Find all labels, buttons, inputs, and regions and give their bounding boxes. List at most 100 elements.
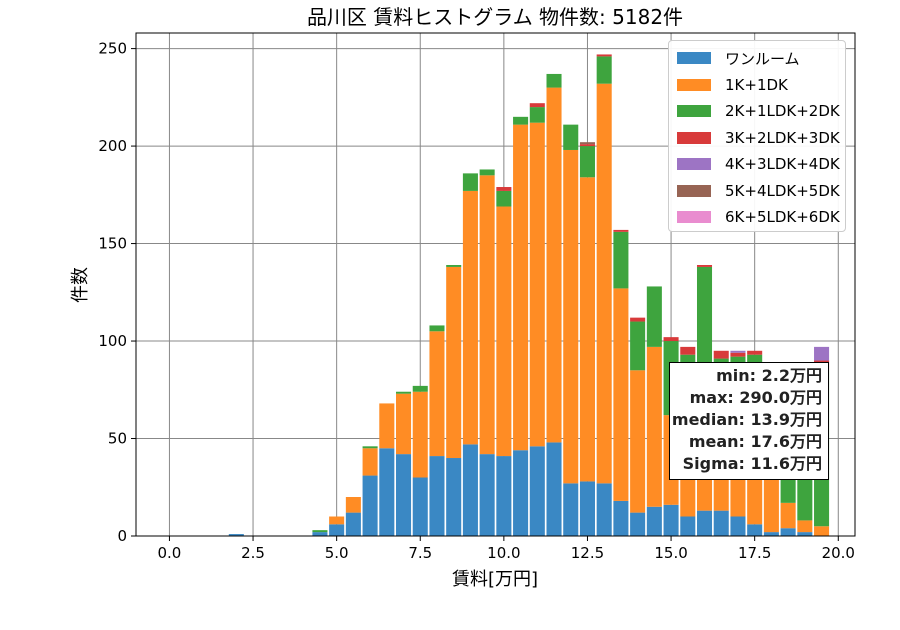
bar-segment-2: [630, 321, 646, 371]
bar-segment-0: [312, 532, 328, 536]
bar-segment-0: [329, 524, 345, 536]
bar-segment-2: [412, 385, 428, 392]
bar-segment-2: [563, 124, 579, 150]
bar-segment-3: [747, 350, 763, 355]
bar-segment-0: [730, 516, 746, 536]
bar-segment-0: [696, 510, 713, 536]
legend-label: 6K+5LDK+6DK: [725, 208, 840, 227]
bar-segment-2: [479, 169, 495, 176]
x-tick-label: 17.5: [738, 544, 771, 562]
legend-swatch: [677, 52, 711, 65]
bar-segment-3: [529, 103, 545, 108]
bar-segment-2: [579, 146, 595, 178]
bar-segment-1: [429, 331, 445, 457]
stats-box: min: 2.2万円 max: 290.0万円 median: 13.9万円 m…: [669, 362, 829, 480]
bar-segment-1: [546, 87, 562, 443]
bar-segment-0: [596, 483, 612, 536]
bar-segment-1: [613, 288, 629, 501]
bar-segment-1: [780, 502, 796, 529]
bar-segment-2: [312, 530, 328, 533]
bar-segment-1: [646, 346, 662, 507]
legend: ワンルーム 1K+1DK 2K+1LDK+2DK 3K+2LDK+3DK 4K+3LDK…: [668, 40, 846, 232]
bar-segment-0: [646, 506, 662, 536]
bar-segment-0: [362, 475, 378, 536]
bar-segment-0: [663, 504, 679, 536]
stat-min: min: 2.2万円: [716, 366, 822, 385]
bar-segment-1: [396, 393, 412, 455]
bar-segment-2: [646, 286, 662, 347]
stat-sigma: Sigma: 11.6万円: [682, 454, 822, 473]
legend-label: 2K+1LDK+2DK: [725, 102, 840, 121]
bar-segment-0: [396, 454, 412, 536]
bar-segment-1: [630, 370, 646, 513]
bar-segment-0: [780, 528, 796, 536]
bar-segment-4: [814, 346, 830, 361]
bar-segment-4: [730, 350, 746, 353]
bar-segment-0: [496, 456, 512, 536]
bar-segment-2: [613, 231, 629, 289]
legend-label: 5K+4LDK+5DK: [725, 181, 840, 200]
bar-segment-1: [596, 83, 612, 484]
bar-segment-0: [579, 481, 595, 536]
x-tick-label: 15.0: [654, 544, 687, 562]
bar-segment-0: [763, 532, 779, 536]
x-tick-label: 12.5: [571, 544, 604, 562]
bar-segment-0: [228, 534, 244, 536]
legend-label: ワンルーム: [725, 49, 800, 68]
stat-max: max: 290.0万円: [689, 388, 822, 407]
bar-segment-5: [579, 142, 595, 145]
x-tick-label: 20.0: [822, 544, 855, 562]
bar-segment-1: [797, 520, 813, 533]
y-tick-label: 200: [98, 137, 127, 155]
bar-segment-1: [579, 177, 595, 482]
y-tick-label: 250: [98, 40, 127, 58]
legend-swatch: [677, 105, 711, 118]
bar-segment-3: [496, 187, 512, 191]
bar-segment-1: [412, 391, 428, 478]
legend-swatch: [677, 158, 711, 171]
chart-title: 品川区 賃料ヒストグラム 物件数: 5182件: [307, 5, 683, 29]
legend-item: ワンルーム: [677, 45, 845, 72]
bar-segment-0: [563, 483, 579, 536]
bar-segment-0: [412, 477, 428, 536]
stat-mean: mean: 17.6万円: [688, 432, 822, 451]
x-tick-label: 5.0: [325, 544, 349, 562]
legend-swatch: [677, 211, 711, 224]
legend-item: 1K+1DK: [677, 72, 845, 99]
bar-segment-2: [680, 354, 696, 365]
bar-segment-2: [546, 73, 562, 88]
legend-swatch: [677, 78, 711, 91]
bar-segment-2: [362, 446, 378, 449]
y-tick-label: 0: [117, 527, 127, 545]
y-tick-label: 50: [108, 430, 127, 448]
bar-segment-2: [496, 190, 512, 207]
bar-segment-2: [513, 116, 529, 125]
legend-label: 4K+3LDK+4DK: [725, 155, 840, 174]
bar-segment-2: [446, 265, 462, 267]
bar-segment-0: [630, 512, 646, 536]
bar-segment-3: [613, 229, 629, 232]
y-tick-label: 100: [98, 332, 127, 350]
bar-segment-0: [462, 444, 478, 536]
bar-segment-1: [462, 190, 478, 445]
bar-segment-0: [747, 524, 763, 536]
legend-item: 6K+5LDK+6DK: [677, 204, 845, 231]
bar-segment-0: [529, 446, 545, 536]
legend-item: 4K+3LDK+4DK: [677, 151, 845, 178]
bar-segment-3: [713, 350, 729, 359]
bar-segment-0: [429, 456, 445, 536]
bar-segment-3: [663, 337, 679, 342]
y-tick-label: 150: [98, 235, 127, 253]
bar-segment-1: [345, 497, 361, 513]
legend-label: 1K+1DK: [725, 75, 788, 94]
bar-segment-3: [730, 352, 746, 357]
bar-segment-3: [630, 317, 646, 322]
bar-segment-0: [613, 500, 629, 536]
bar-segment-1: [496, 206, 512, 457]
bar-segment-2: [596, 56, 612, 84]
bar-segment-0: [546, 442, 562, 536]
legend-swatch: [677, 131, 711, 144]
bar-segment-2: [462, 173, 478, 191]
plot-frame: [135, 32, 856, 537]
bar-segment-0: [379, 448, 395, 536]
